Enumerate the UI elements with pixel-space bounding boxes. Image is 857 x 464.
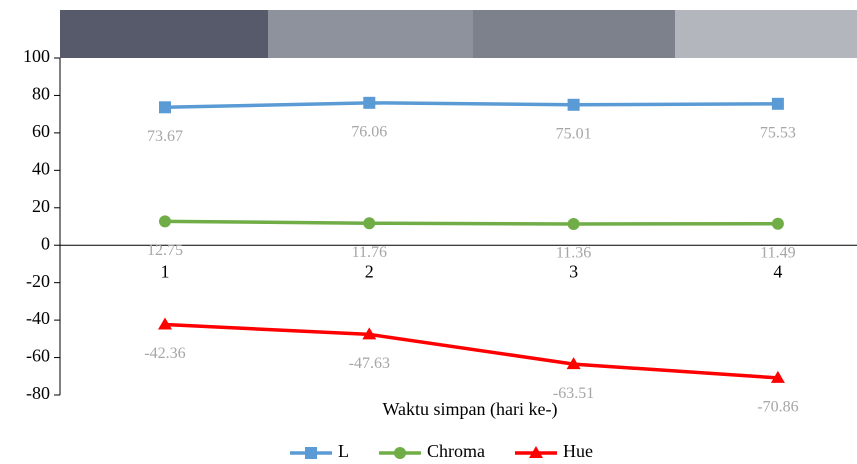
value-label: 75.01 [556,125,592,142]
y-tick-label: -80 [26,383,50,403]
x-tick-label: 2 [365,261,374,281]
photo-strip [473,10,675,58]
photo-strip [675,10,857,58]
x-tick-label: 1 [161,261,170,281]
page: {"chart_data": {"type": "line", "x_label… [0,0,857,464]
y-tick-label: 20 [32,196,50,216]
value-label: 75.53 [760,124,796,141]
value-label: 76.06 [351,123,387,140]
value-label: 12.75 [147,242,183,259]
x-axis-title: Waktu simpan (hari ke-) [383,399,558,420]
y-tick-label: 60 [32,121,50,141]
legend-marker [305,447,317,459]
legend-label: Hue [563,441,593,461]
point [363,97,375,109]
point [772,98,784,110]
series-line [165,325,778,378]
value-label: -42.36 [144,345,185,362]
x-tick-label: 4 [773,261,782,281]
y-tick-label: 80 [32,84,50,104]
legend-label: L [338,441,349,461]
value-label: 11.36 [556,245,591,262]
legend-label: Chroma [427,441,485,461]
value-label: -47.63 [349,355,390,372]
y-tick-label: -20 [26,271,50,291]
point [568,218,580,230]
y-tick-label: -40 [26,308,50,328]
point [772,218,784,230]
series-line [165,103,778,107]
y-tick-label: 100 [23,46,50,66]
y-tick-label: -60 [26,346,50,366]
photo-strip [60,10,268,58]
series-line [165,221,778,224]
x-tick-label: 3 [569,261,578,281]
value-label: -63.51 [553,385,594,402]
point [363,217,375,229]
point [568,99,580,111]
photo-strip [268,10,473,58]
y-tick-label: 0 [41,233,50,253]
chart: Waktu simpan (hari ke-) 100 80 60 40 20 0 -20 -… [0,0,857,464]
point [159,101,171,113]
point [159,215,171,227]
value-label: 11.49 [760,244,795,261]
legend-marker [394,447,406,459]
value-label: 73.67 [147,128,183,145]
value-label: -70.86 [757,399,798,416]
y-tick-label: 40 [32,158,50,178]
value-label: 11.76 [352,244,387,261]
